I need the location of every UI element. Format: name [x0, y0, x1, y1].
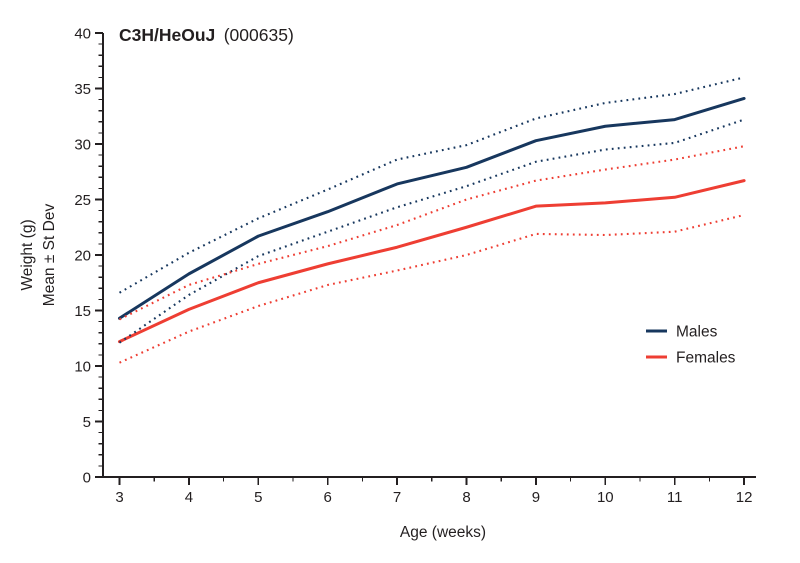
males-legend-label: Males [676, 324, 718, 341]
y-tick-label: 40 [74, 26, 91, 43]
x-axis-label: Age (weeks) [400, 524, 486, 541]
females-mean-minus-stdev-line [119, 214, 745, 364]
strain-name: C3H/HeOuJ [119, 25, 215, 45]
x-tick-label: 7 [393, 489, 401, 506]
females-legend-label: Females [676, 350, 736, 367]
y-tick-label: 0 [83, 470, 91, 487]
males-mean-plus-stdev-line [118, 76, 745, 294]
females-mean-plus-stdev-line [119, 145, 745, 321]
y-tick-label: 25 [74, 192, 91, 209]
males-mean-line [118, 96, 746, 320]
x-tick-label: 10 [597, 489, 614, 506]
stock-number: (000635) [224, 25, 294, 45]
axes: 0 5 10 15 20 25 30 35 40 3 4 5 6 7 8 9 10 11 12 [74, 26, 756, 506]
y-tick-label: 30 [74, 137, 91, 154]
y-axis-label-line2: Mean ± St Dev [41, 204, 58, 307]
x-tick-label: 4 [185, 489, 193, 506]
x-tick-label: 11 [667, 489, 683, 506]
x-tick-label: 9 [532, 489, 540, 506]
y-tick-label: 10 [74, 359, 91, 376]
y-tick-label: 35 [74, 81, 91, 98]
x-tick-label: 3 [115, 489, 123, 506]
y-tick-label: 5 [83, 414, 91, 431]
x-tick-label: 12 [736, 489, 753, 506]
legend: Males Females [646, 324, 736, 367]
chart-title: C3H/HeOuJ (000635) [119, 25, 294, 45]
data-lines [118, 76, 746, 364]
females-mean-line [118, 179, 746, 344]
x-tick-label: 8 [462, 489, 470, 506]
x-tick-label: 5 [254, 489, 262, 506]
y-tick-label: 15 [74, 303, 91, 320]
x-tick-label: 6 [324, 489, 332, 506]
y-axis-label-line1: Weight (g) [19, 219, 36, 290]
y-tick-label: 20 [74, 248, 91, 265]
